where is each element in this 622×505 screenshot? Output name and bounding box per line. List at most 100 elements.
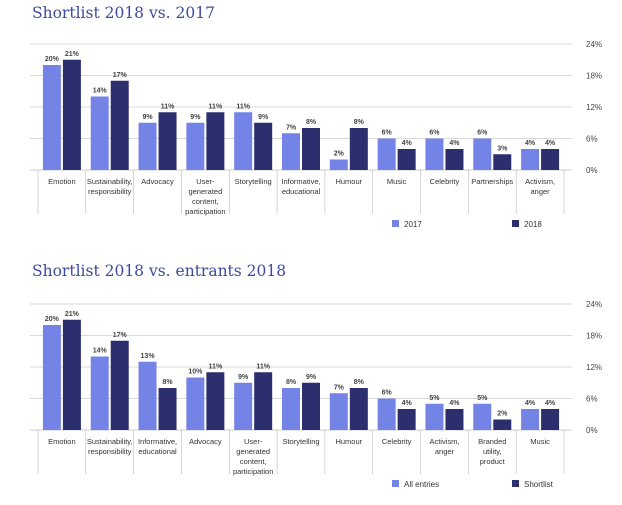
bar-value-label: 11% [209, 363, 223, 370]
bar-series-b [206, 372, 225, 430]
category-label: responsibility [88, 187, 132, 196]
bar-value-label: 7% [286, 124, 297, 131]
legend-swatch [392, 220, 399, 227]
bar-series-b [206, 112, 225, 170]
legend-label: 2017 [404, 220, 422, 229]
bar-chart-2018-vs-entrants: 0% 6% 12% 18% 24% 20% 21% Emotion 14% 17% Sustaina… [30, 300, 602, 489]
bar-value-label: 4% [525, 140, 536, 147]
bar-series-b [62, 59, 81, 170]
bar-series-b [254, 372, 273, 430]
category-label: Storytelling [235, 177, 272, 186]
y-tick-label: 12% [586, 103, 602, 112]
bar-series-a [138, 122, 157, 170]
category-label: Partnerships [471, 177, 513, 186]
y-tick-label: 18% [586, 72, 602, 81]
bar-series-a [42, 325, 61, 430]
category-label: User- [244, 437, 263, 446]
bar-value-label: 5% [429, 395, 440, 402]
bar-series-a [521, 149, 540, 170]
bar-value-label: 20% [45, 56, 60, 63]
category-label: content, [192, 197, 219, 206]
bar-value-label: 17% [113, 332, 128, 339]
bar-value-label: 14% [93, 88, 108, 95]
bar-series-b [110, 340, 129, 430]
legend-swatch [392, 480, 399, 487]
y-tick-label: 0% [586, 166, 598, 175]
category-label: Sustainability, [87, 437, 133, 446]
bar-series-a [425, 138, 444, 170]
legend-label: 2018 [524, 220, 542, 229]
category-label: Sustainability, [87, 177, 133, 186]
bar-series-b [541, 409, 560, 430]
bar-chart-2018-vs-2017: 0% 6% 12% 18% 24% 20% 21% Emotion 14% 17% Sustaina… [30, 40, 602, 229]
bar-series-b [349, 388, 368, 430]
legend-swatch [512, 480, 519, 487]
bar-value-label: 9% [258, 114, 269, 121]
bar-series-b [445, 409, 464, 430]
category-label: anger [530, 187, 550, 196]
bar-series-a [425, 403, 444, 430]
bar-series-b [158, 388, 177, 430]
bar-value-label: 4% [402, 400, 413, 407]
y-tick-label: 12% [586, 363, 602, 372]
bar-value-label: 10% [188, 369, 203, 376]
bar-series-a [473, 403, 492, 430]
bar-series-b [445, 149, 464, 170]
bar-value-label: 8% [354, 379, 365, 386]
category-label: Celebrity [430, 177, 460, 186]
bar-value-label: 20% [45, 316, 60, 323]
bar-value-label: 9% [190, 114, 201, 121]
bar-series-a [186, 377, 205, 430]
bar-series-a [282, 388, 300, 430]
category-label: generated [236, 447, 270, 456]
bar-series-a [234, 112, 253, 170]
bar-value-label: 9% [238, 374, 249, 381]
category-label: Emotion [48, 437, 76, 446]
bar-value-label: 4% [449, 400, 460, 407]
bar-value-label: 6% [429, 130, 440, 137]
bar-value-label: 11% [256, 363, 270, 370]
y-tick-label: 24% [586, 300, 602, 309]
bar-series-b [541, 149, 560, 170]
category-label: generated [188, 187, 222, 196]
category-label: Activism, [429, 437, 459, 446]
bar-series-b [302, 128, 320, 170]
bar-value-label: 6% [382, 390, 393, 397]
y-tick-label: 24% [586, 40, 602, 49]
category-label: Storytelling [282, 437, 319, 446]
bar-series-b [397, 409, 416, 430]
y-tick-label: 6% [586, 135, 598, 144]
bar-series-a [377, 398, 396, 430]
bar-value-label: 8% [286, 379, 297, 386]
bar-value-label: 21% [65, 311, 80, 318]
bar-value-label: 14% [93, 348, 108, 355]
bar-series-b [110, 80, 129, 170]
bar-series-a [329, 393, 348, 430]
bar-value-label: 4% [449, 140, 460, 147]
legend-label: All entries [404, 480, 439, 489]
chart-title-2018-vs-entrants: Shortlist 2018 vs. entrants 2018 [32, 262, 287, 280]
category-label: educational [138, 447, 177, 456]
category-label: Celebrity [382, 437, 412, 446]
chart-title-2018-vs-2017: Shortlist 2018 vs. 2017 [32, 4, 215, 22]
category-label: Humour [335, 177, 362, 186]
bar-series-a [521, 409, 540, 430]
y-tick-label: 0% [586, 426, 598, 435]
bar-value-label: 11% [236, 103, 250, 110]
bar-series-b [254, 122, 273, 170]
bar-value-label: 5% [477, 395, 488, 402]
bar-value-label: 4% [402, 140, 413, 147]
bar-series-a [473, 138, 492, 170]
bar-series-b [493, 154, 512, 170]
bar-series-a [138, 361, 157, 430]
legend-swatch [512, 220, 519, 227]
y-tick-label: 18% [586, 332, 602, 341]
bar-series-b [158, 112, 177, 170]
bar-series-b [493, 419, 512, 430]
bar-value-label: 6% [477, 130, 488, 137]
bar-value-label: 6% [382, 130, 393, 137]
y-tick-label: 6% [586, 395, 598, 404]
bar-value-label: 7% [334, 384, 345, 391]
bar-value-label: 4% [545, 140, 556, 147]
bar-series-a [186, 122, 205, 170]
